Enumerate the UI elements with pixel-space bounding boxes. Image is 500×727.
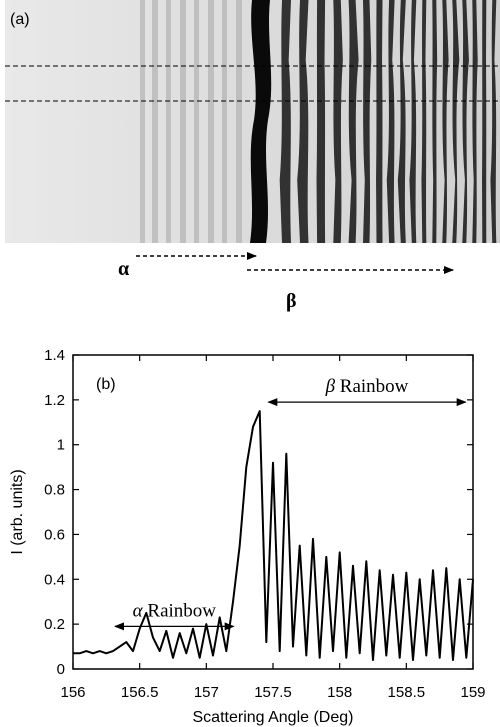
alpha-fringe	[208, 0, 214, 243]
panel-a-label: (a)	[10, 11, 30, 28]
alpha-rainbow-label: α Rainbow	[133, 600, 217, 621]
beta-fringe	[421, 0, 427, 243]
fringe-pattern	[140, 0, 497, 243]
beta-fringe	[386, 0, 395, 243]
beta-fringe	[297, 0, 309, 243]
beta-fringe	[432, 0, 438, 243]
alpha-fringe	[180, 0, 186, 243]
panel-a: (a) α β	[5, 0, 500, 312]
beta-fringe	[348, 0, 359, 243]
beta-fringe	[363, 0, 372, 243]
y-axis-label: I (arb. units)	[9, 469, 26, 554]
annotations: α Rainbow β Rainbow	[114, 376, 467, 631]
y-tick-label: 0	[57, 661, 65, 678]
y-tick-label: 0.6	[44, 526, 65, 543]
beta-fringe	[376, 0, 383, 243]
x-tick-label: 159	[460, 684, 485, 701]
beta-fringe	[279, 0, 291, 243]
alpha-arrow-label: α	[118, 258, 129, 280]
x-tick-label: 157	[194, 684, 219, 701]
beta-arrow-label: β	[286, 290, 297, 312]
alpha-fringe	[222, 0, 227, 243]
y-tick-label: 1.2	[44, 392, 65, 409]
x-tick-label: 157.5	[254, 684, 292, 701]
beta-fringe	[472, 0, 478, 243]
beta-fringe	[482, 0, 487, 243]
axis-ticks: 156 156.5 157 157.5 158 158.5 159 0 0.2 0.4 0.6 0.8…	[44, 347, 485, 701]
beta-fringe	[409, 0, 417, 243]
beta-fringe	[333, 0, 343, 243]
alpha-fringe	[194, 0, 199, 243]
beta-fringe	[397, 0, 406, 243]
y-tick-label: 1.4	[44, 347, 65, 364]
y-tick-label: 0.8	[44, 482, 65, 499]
beta-fringe	[490, 0, 497, 243]
data-series	[73, 410, 474, 661]
beta-rainbow-label: β Rainbow	[325, 376, 409, 397]
x-tick-label: 158.5	[388, 684, 426, 701]
x-axis-label: Scattering Angle (Deg)	[193, 709, 354, 726]
y-tick-label: 0.4	[44, 571, 65, 588]
beta-fringe	[452, 0, 460, 243]
alpha-fringe	[152, 0, 158, 243]
intensity-line	[73, 410, 474, 661]
beta-fringe	[316, 0, 326, 243]
y-tick-label: 0.2	[44, 616, 65, 633]
panel-b-label: (b)	[96, 376, 116, 393]
alpha-fringe	[140, 0, 145, 243]
x-tick-label: 156	[60, 684, 85, 701]
x-tick-label: 156.5	[121, 684, 159, 701]
panel-b-chart: 156 156.5 157 157.5 158 158.5 159 0 0.2 0.4 0.6 0.8…	[9, 347, 486, 726]
alpha-fringe	[236, 0, 242, 243]
beta-fringe	[462, 0, 469, 243]
alpha-fringe	[166, 0, 171, 243]
y-tick-label: 1	[57, 437, 65, 454]
x-tick-label: 158	[327, 684, 352, 701]
beta-fringe	[442, 0, 449, 243]
beta-main-fringe	[250, 0, 272, 243]
